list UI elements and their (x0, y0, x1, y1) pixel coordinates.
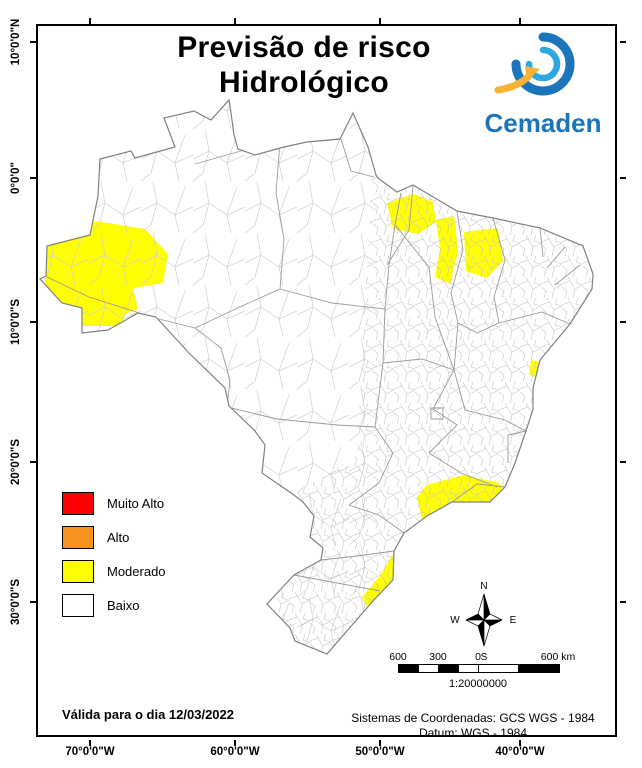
legend-item-muito-alto: Muito Alto (62, 492, 166, 515)
compass-e-label: E (510, 615, 517, 626)
legend-item-moderado: Moderado (62, 560, 166, 583)
legend-label: Muito Alto (107, 496, 165, 511)
scale-segment (439, 665, 459, 672)
axis-tick (89, 740, 91, 746)
legend-item-baixo: Baixo (62, 594, 166, 617)
scale-segment (519, 665, 559, 672)
compass-s-label: S (481, 652, 488, 663)
compass-rose-icon: N S E W (450, 581, 517, 663)
page-title-line1: Previsão de risco (177, 31, 431, 64)
scale-segment (419, 665, 439, 672)
datum-line: Datum: WGS - 1984 (418, 726, 528, 740)
legend: Muito Alto Alto Moderado Baixo (62, 492, 166, 628)
page-title-line2: Hidrológico (219, 66, 389, 99)
cemaden-emblem-icon (494, 32, 575, 96)
scale-segment (399, 665, 419, 672)
legend-label: Moderado (107, 564, 166, 579)
legend-item-alto: Alto (62, 526, 166, 549)
scale-ratio: 1:20000000 (448, 678, 508, 690)
lat-label-10n: 10°0'0"N (10, 18, 22, 66)
axis-tick (30, 601, 36, 603)
lon-label-70w: 70°0'0"W (65, 746, 115, 758)
lon-label-60w: 60°0'0"W (210, 746, 260, 758)
scale-segment (459, 665, 479, 672)
compass-n-label: N (480, 581, 487, 592)
page-title: Previsão de risco Hidrológico (118, 30, 490, 100)
legend-swatch-moderado (62, 560, 94, 583)
axis-tick (519, 740, 521, 746)
lat-label-0: 0°0'0" (10, 162, 22, 194)
axis-tick (234, 740, 236, 746)
lat-label-10s: 10°0'0"S (10, 298, 22, 346)
axis-tick (30, 461, 36, 463)
lat-label-30s: 30°0'0"S (10, 578, 22, 626)
lat-label-20s: 20°0'0"S (10, 438, 22, 486)
map-frame (36, 24, 617, 737)
cemaden-wordmark: Cemaden (484, 108, 602, 138)
axis-tick (620, 177, 626, 179)
scale-tick-label: 600 (389, 651, 407, 663)
scale-bar-labels: 600 300 0 600 km (389, 651, 602, 664)
axis-tick (620, 321, 626, 323)
legend-swatch-baixo (62, 594, 94, 617)
axis-tick (620, 41, 626, 43)
cemaden-logo: Cemaden (468, 28, 618, 139)
state-boundaries (46, 138, 581, 592)
axis-tick (30, 321, 36, 323)
coordinate-system-line: Sistemas de Coordenadas: GCS WGS - 1984 (351, 711, 595, 725)
brazil-map (39, 98, 594, 655)
axis-tick (620, 601, 626, 603)
legend-swatch-alto (62, 526, 94, 549)
lon-label-40w: 40°0'0"W (495, 746, 545, 758)
compass-w-label: W (450, 615, 460, 626)
scale-tick-label: 300 (429, 651, 447, 663)
legend-label: Baixo (107, 598, 140, 613)
brazil-outline (39, 98, 594, 655)
scale-bar-segments (398, 664, 560, 673)
legend-label: Alto (107, 530, 130, 545)
lon-label-50w: 50°0'0"W (355, 746, 405, 758)
axis-tick (379, 740, 381, 746)
legend-swatch-muito-alto (62, 492, 94, 515)
coordinate-system-note: Sistemas de Coordenadas: GCS WGS - 1984 … (345, 711, 601, 741)
scale-segment (479, 665, 519, 672)
validity-note: Válida para o dia 12/03/2022 (62, 707, 234, 722)
axis-tick (620, 461, 626, 463)
axis-tick (89, 18, 91, 24)
axis-tick (379, 18, 381, 24)
axis-tick (30, 41, 36, 43)
scale-tick-label: 0 (475, 651, 481, 663)
scale-bar: 600 300 0 600 km 1:20000000 (389, 651, 602, 690)
axis-tick (30, 177, 36, 179)
axis-tick (519, 18, 521, 24)
axis-tick (234, 18, 236, 24)
scale-tick-label: 600 km (540, 651, 576, 663)
